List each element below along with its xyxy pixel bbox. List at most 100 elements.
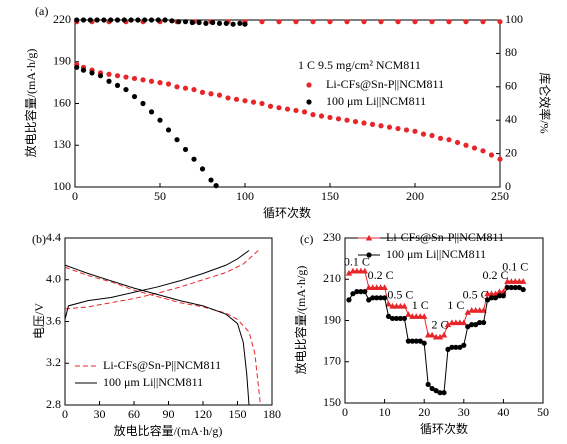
data-point — [420, 131, 427, 137]
data-point — [362, 289, 368, 295]
legend-label: Li-CFs@Sn-P||NCM811 — [326, 77, 444, 91]
data-point — [346, 297, 352, 303]
data-point — [189, 19, 195, 26]
data-point — [382, 295, 388, 301]
data-point — [216, 92, 223, 98]
legend-label: Li-CFs@Sn-P||NCM811 — [386, 230, 504, 244]
data-point — [401, 315, 407, 322]
data-point — [413, 338, 419, 344]
data-point — [114, 82, 121, 89]
x-tick-label: 0 — [62, 407, 68, 421]
y-tick-label: 160 — [53, 95, 71, 109]
data-point — [237, 20, 243, 26]
data-point — [182, 19, 189, 25]
data-point — [445, 346, 451, 352]
data-point — [259, 100, 265, 107]
data-point — [497, 156, 503, 162]
data-point — [148, 109, 155, 115]
data-point — [412, 19, 418, 25]
data-point — [421, 340, 427, 346]
x-tick-label: 100 — [236, 189, 254, 203]
data-point — [369, 121, 376, 127]
rate-label: 1 C — [412, 298, 429, 312]
y-tick-label: 150 — [323, 395, 341, 409]
data-point — [157, 80, 163, 86]
data-point — [165, 81, 172, 87]
series-line — [64, 250, 250, 406]
data-point — [433, 388, 439, 394]
data-point — [393, 315, 400, 322]
y2-tick-label: 20 — [505, 145, 517, 159]
data-point — [208, 91, 214, 97]
x-tick-label: 50 — [537, 405, 549, 419]
panel-label: (c) — [300, 232, 313, 246]
data-point — [114, 73, 121, 79]
y-tick-label: 130 — [53, 137, 71, 151]
data-point — [80, 67, 87, 73]
y2-tick-label: 40 — [505, 112, 517, 126]
data-point — [250, 99, 257, 105]
data-point — [101, 17, 107, 23]
y-tick-label: 190 — [323, 312, 341, 326]
data-point — [481, 319, 487, 326]
data-point — [428, 331, 436, 338]
data-point — [520, 278, 527, 284]
x-tick-label: 10 — [379, 405, 391, 419]
rate-label: 1 C — [447, 298, 464, 312]
x-tick-label: 0 — [72, 189, 78, 203]
x-tick-label: 60 — [128, 407, 140, 421]
data-point — [508, 284, 514, 291]
annotation: 1 C 9.5 mg/cm² NCM811 — [298, 58, 421, 72]
series-line — [348, 287, 524, 394]
x-tick-label: 50 — [154, 189, 166, 203]
data-point — [182, 85, 189, 91]
data-point — [449, 344, 455, 350]
data-point — [417, 338, 423, 344]
data-point — [496, 293, 503, 299]
data-point — [385, 300, 392, 307]
legend-label: 100 μm Li||NCM811 — [103, 375, 203, 389]
data-point — [403, 127, 410, 133]
data-point — [361, 19, 367, 25]
data-point — [421, 313, 428, 319]
data-point — [477, 319, 483, 326]
data-point — [457, 344, 463, 350]
data-point — [267, 103, 274, 109]
data-point — [461, 342, 467, 348]
data-point — [157, 117, 163, 123]
rate-label: 0.2 C — [368, 268, 394, 282]
y-tick-label: 230 — [323, 230, 341, 244]
rate-label: 0.5 C — [463, 288, 489, 302]
y-tick-label: 3.6 — [46, 313, 61, 327]
data-point — [389, 315, 396, 322]
rate-label: 0.1 C — [502, 260, 528, 274]
data-point — [504, 284, 510, 291]
data-point — [381, 284, 388, 291]
data-point — [225, 95, 231, 101]
data-point — [436, 333, 444, 340]
data-point — [437, 390, 443, 396]
x-tick-label: 150 — [321, 189, 339, 203]
data-point — [463, 19, 469, 25]
data-point — [500, 293, 506, 299]
data-point — [284, 106, 291, 112]
data-point — [169, 18, 175, 24]
data-point — [176, 19, 182, 25]
data-point — [386, 124, 393, 130]
y2-tick-label: 0 — [505, 179, 511, 193]
data-point — [385, 313, 392, 319]
x-tick-label: 200 — [406, 189, 424, 203]
data-point — [123, 74, 129, 80]
data-point — [165, 127, 172, 133]
x-tick-label: 250 — [491, 189, 509, 203]
plot-frame — [74, 19, 501, 188]
data-point — [412, 128, 418, 134]
data-point — [352, 118, 359, 125]
legend-marker — [306, 99, 312, 105]
data-point — [203, 20, 209, 26]
legend-label: 100 μm Li||NCM811 — [326, 94, 426, 108]
y2-tick-label: 80 — [505, 45, 517, 59]
legend-label: Li-CFs@Sn-P||NCM811 — [103, 358, 221, 372]
y-axis-label: 放电比容量/(mA·h/g) — [293, 266, 308, 375]
data-point — [94, 17, 100, 23]
